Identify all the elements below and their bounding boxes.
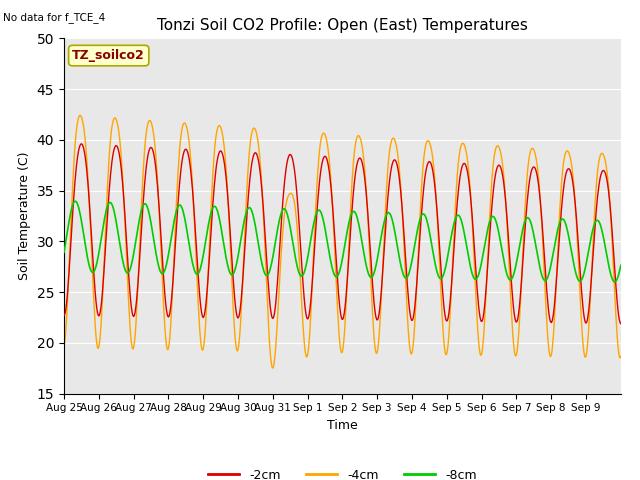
-2cm: [617, 321, 625, 326]
Line: -8cm: -8cm: [64, 201, 621, 282]
-8cm: [617, 263, 625, 268]
-4cm: [401, 269, 409, 275]
-8cm: [60, 250, 68, 255]
-4cm: [126, 324, 134, 330]
-4cm: [433, 200, 440, 206]
Y-axis label: Soil Temperature (C): Soil Temperature (C): [18, 152, 31, 280]
-8cm: [228, 272, 236, 277]
-4cm: [256, 157, 264, 163]
Text: No data for f_TCE_4: No data for f_TCE_4: [3, 12, 106, 23]
-4cm: [76, 112, 84, 118]
-2cm: [60, 312, 68, 318]
-2cm: [277, 224, 285, 229]
-8cm: [126, 266, 134, 272]
-4cm: [269, 365, 276, 371]
Line: -2cm: -2cm: [64, 144, 621, 324]
-4cm: [60, 344, 68, 349]
-8cm: [611, 279, 619, 285]
-2cm: [228, 264, 236, 270]
Legend: -2cm, -4cm, -8cm: -2cm, -4cm, -8cm: [204, 464, 481, 480]
-4cm: [617, 354, 625, 360]
-8cm: [72, 198, 79, 204]
-4cm: [228, 290, 236, 296]
-2cm: [126, 291, 134, 297]
-2cm: [77, 141, 85, 147]
Title: Tonzi Soil CO2 Profile: Open (East) Temperatures: Tonzi Soil CO2 Profile: Open (East) Temp…: [157, 18, 528, 33]
-8cm: [401, 274, 408, 280]
X-axis label: Time: Time: [327, 419, 358, 432]
-8cm: [277, 211, 285, 216]
-2cm: [256, 168, 264, 174]
-4cm: [278, 242, 285, 248]
-8cm: [256, 251, 264, 256]
-2cm: [432, 192, 440, 197]
Text: TZ_soilco2: TZ_soilco2: [72, 49, 145, 62]
Line: -4cm: -4cm: [64, 115, 621, 368]
-8cm: [432, 264, 440, 269]
-2cm: [401, 239, 408, 244]
